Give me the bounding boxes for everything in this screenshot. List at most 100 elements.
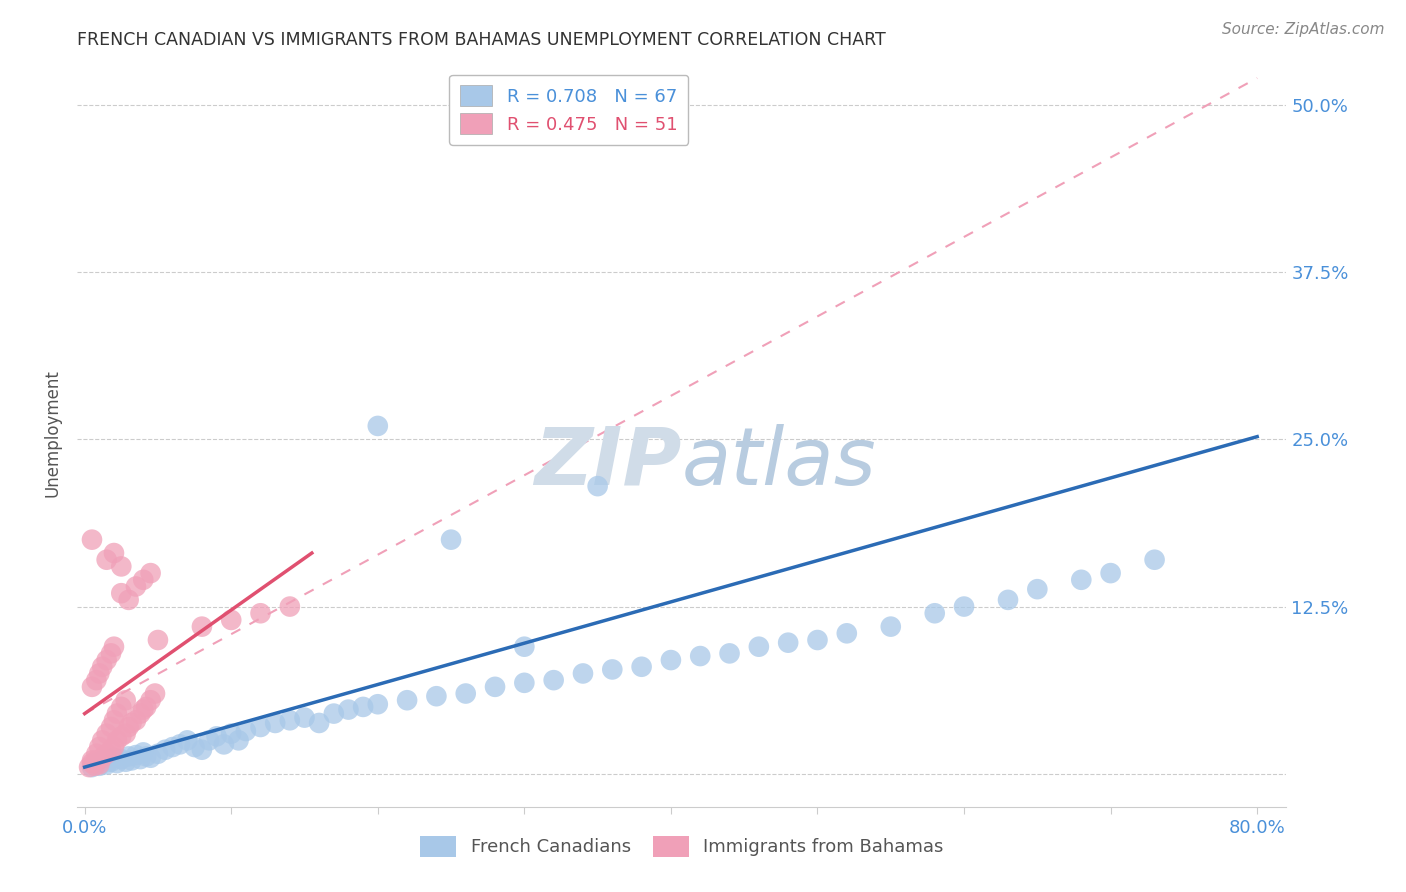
Point [132,573,155,587]
Point [110,730,132,744]
Point [198,733,221,747]
Text: ZIP: ZIP [534,424,682,501]
Point [91,751,114,765]
Point [718,646,741,660]
Point [125,747,148,762]
Point [135,699,157,714]
Point [91,753,114,767]
Point [586,479,609,493]
Point [997,592,1019,607]
Point [96,757,118,772]
Point [117,592,139,607]
Point [110,559,132,574]
Point [600,662,623,677]
Point [114,755,136,769]
Point [162,740,184,755]
Point [114,726,136,740]
Point [630,660,652,674]
Point [139,751,162,765]
Point [117,720,139,734]
Point [169,737,191,751]
Text: atlas: atlas [682,424,877,501]
Point [454,687,477,701]
Point [1026,582,1049,596]
Point [80,753,103,767]
Point [440,533,463,547]
Point [143,687,166,701]
Point [367,419,389,434]
Point [80,680,103,694]
Point [1070,573,1092,587]
Point [86,747,108,761]
Point [89,758,111,772]
Point [91,660,114,674]
Point [121,715,143,730]
Point [80,533,103,547]
Point [89,757,111,772]
Point [91,733,114,747]
Point [80,756,103,771]
Point [367,698,389,712]
Point [337,703,360,717]
Point [1143,552,1166,567]
Point [308,715,330,730]
Point [110,699,132,714]
Point [139,566,162,581]
Point [176,733,198,747]
Point [110,586,132,600]
Point [103,546,125,560]
Point [84,758,107,772]
Point [121,753,143,767]
Point [806,633,828,648]
Point [352,699,374,714]
Y-axis label: Unemployment: Unemployment [44,368,62,497]
Point [205,730,228,744]
Point [278,714,301,728]
Point [543,673,565,687]
Point [105,733,128,747]
Point [219,726,242,740]
Point [96,552,118,567]
Point [89,666,111,681]
Point [96,653,118,667]
Point [219,613,242,627]
Point [103,714,125,728]
Point [425,689,447,703]
Point [96,747,118,761]
Point [924,607,946,621]
Point [117,749,139,764]
Point [100,742,122,756]
Point [86,753,108,767]
Point [86,756,108,771]
Point [513,676,536,690]
Point [513,640,536,654]
Point [135,749,157,764]
Point [129,706,152,721]
Point [484,680,506,694]
Point [100,755,122,769]
Point [146,747,169,761]
Point [278,599,301,614]
Point [103,751,125,765]
Point [264,715,287,730]
Point [139,693,162,707]
Point [86,673,108,687]
Point [100,646,122,660]
Point [103,740,125,755]
Point [249,720,271,734]
Point [96,726,118,740]
Point [125,580,148,594]
Point [110,752,132,766]
Point [880,619,903,633]
Point [191,619,214,633]
Point [114,693,136,707]
Point [396,693,419,707]
Point [132,703,155,717]
Point [89,740,111,755]
Point [294,710,316,724]
Point [191,742,214,756]
Point [572,666,595,681]
Point [77,760,100,774]
Point [235,724,257,739]
Point [212,737,235,751]
